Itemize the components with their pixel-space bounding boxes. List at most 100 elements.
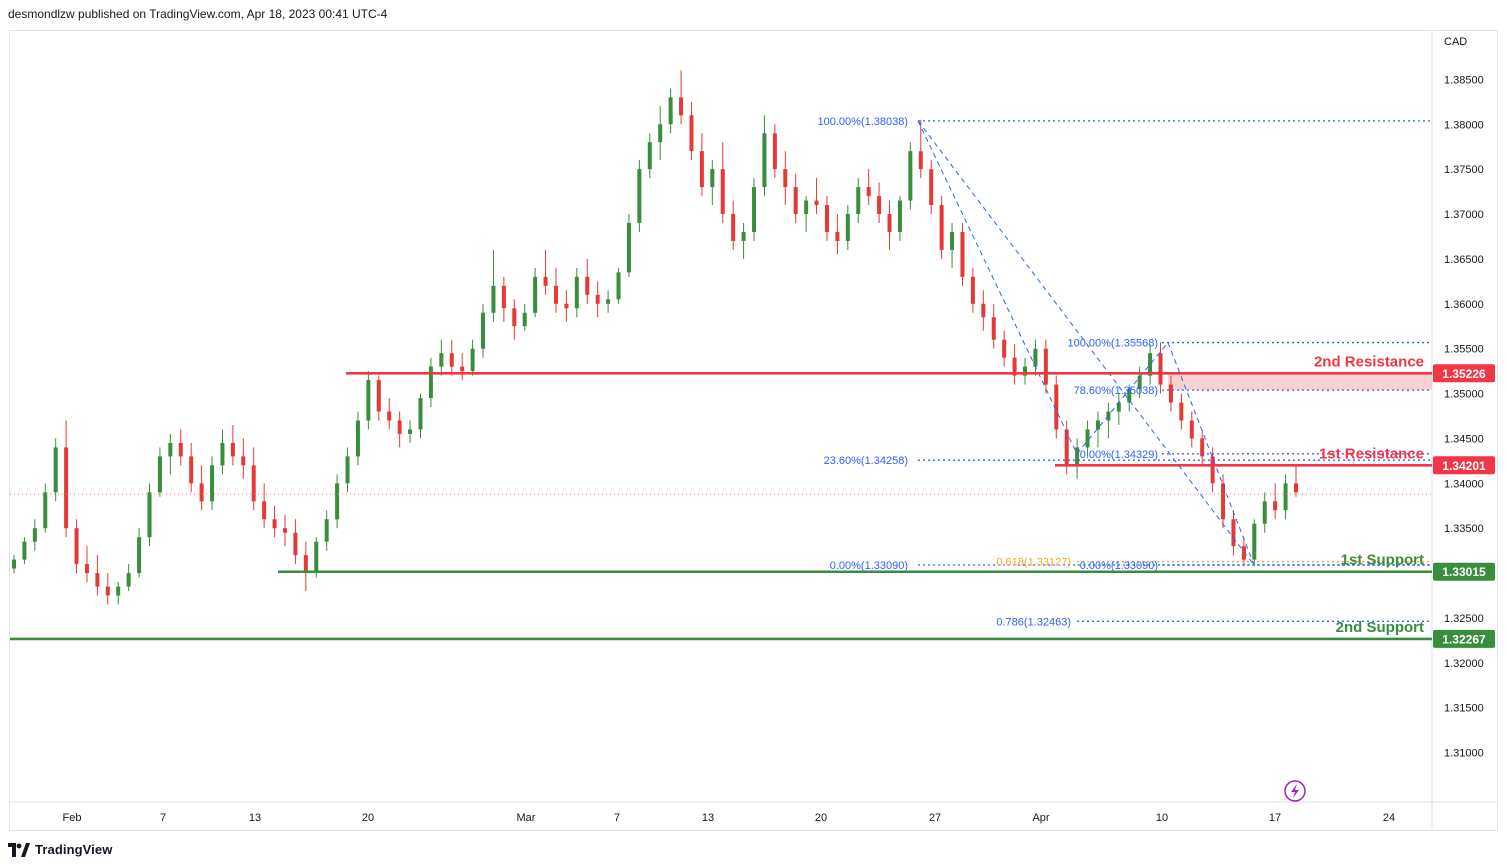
candle bbox=[699, 133, 704, 197]
candle bbox=[1158, 342, 1163, 394]
candle-body bbox=[137, 537, 142, 574]
candle-body bbox=[762, 133, 767, 188]
candle bbox=[1085, 420, 1090, 457]
candle-body bbox=[1221, 483, 1226, 520]
candle bbox=[387, 398, 392, 430]
candle-body bbox=[168, 442, 173, 457]
candle-body bbox=[637, 169, 642, 223]
footer-brand: TradingView bbox=[35, 842, 113, 857]
candle-body bbox=[12, 559, 16, 569]
candle-body bbox=[439, 353, 444, 367]
candle-body bbox=[22, 541, 27, 560]
candle-body bbox=[824, 205, 829, 232]
fib-label: 0.618(1.33127) bbox=[996, 557, 1071, 569]
price-tick-label: 1.35000 bbox=[1444, 389, 1484, 401]
candle-body bbox=[1148, 353, 1153, 376]
candle-body bbox=[1043, 348, 1048, 385]
candle-body bbox=[199, 483, 204, 502]
candle-body bbox=[95, 573, 100, 587]
candle bbox=[355, 411, 360, 466]
candle bbox=[1075, 438, 1080, 479]
candle-body bbox=[335, 483, 340, 520]
candle-body bbox=[1137, 375, 1142, 390]
lightning-icon-ring bbox=[1284, 780, 1306, 802]
price-tick-label: 1.33500 bbox=[1444, 523, 1484, 535]
candle-body bbox=[230, 442, 235, 457]
candle-body bbox=[950, 231, 955, 250]
candle bbox=[720, 142, 725, 223]
candle bbox=[481, 303, 486, 358]
candle-body bbox=[105, 586, 110, 596]
time-tick-label: Feb bbox=[63, 812, 82, 824]
candle-body bbox=[428, 366, 433, 399]
candle bbox=[1127, 384, 1132, 412]
candle-body bbox=[960, 231, 965, 277]
candle bbox=[991, 303, 996, 349]
candle-body bbox=[491, 285, 496, 313]
candle-body bbox=[804, 200, 809, 215]
price-tick-label: 1.31500 bbox=[1444, 703, 1484, 715]
candle bbox=[897, 196, 902, 241]
candle bbox=[918, 119, 923, 179]
candle bbox=[1231, 510, 1236, 556]
level-price-tag bbox=[1433, 456, 1495, 475]
candle-body bbox=[720, 169, 725, 215]
tradingview-logo-icon bbox=[8, 842, 30, 857]
fib-connector-line bbox=[917, 120, 1255, 566]
candle bbox=[1043, 339, 1048, 394]
candle-body bbox=[543, 276, 548, 286]
candle bbox=[512, 299, 517, 340]
candle bbox=[553, 267, 558, 313]
level-price-tag-text: 1.33015 bbox=[1442, 565, 1486, 579]
lightning-icon[interactable] bbox=[1284, 780, 1306, 802]
resistance-zone bbox=[1168, 373, 1432, 391]
candle-body bbox=[929, 169, 934, 206]
candle bbox=[1210, 447, 1215, 493]
candle bbox=[595, 281, 600, 318]
candlesticks bbox=[12, 70, 1298, 605]
candle-body bbox=[814, 200, 819, 206]
candle-body bbox=[793, 187, 798, 215]
currency-label: CAD bbox=[1444, 36, 1467, 48]
candle-body bbox=[970, 276, 975, 304]
candle bbox=[272, 505, 277, 538]
candle-body bbox=[501, 285, 506, 309]
candle bbox=[835, 214, 840, 255]
grid bbox=[9, 30, 1498, 831]
candle-body bbox=[84, 564, 89, 574]
candle bbox=[53, 438, 58, 502]
candle-body bbox=[408, 429, 413, 434]
candle-body bbox=[595, 294, 600, 304]
candle-body bbox=[53, 447, 58, 493]
candle-body bbox=[1075, 447, 1080, 466]
candle bbox=[251, 447, 256, 511]
candle-body bbox=[178, 442, 183, 457]
level-price-tag bbox=[1433, 364, 1495, 383]
candle-body bbox=[1241, 546, 1246, 560]
candle-body bbox=[752, 187, 757, 232]
candle bbox=[564, 290, 569, 322]
candle-body bbox=[282, 528, 287, 533]
candle-body bbox=[251, 465, 256, 502]
candle bbox=[491, 249, 496, 322]
chart-frame[interactable] bbox=[9, 30, 1498, 831]
candle-body bbox=[616, 272, 621, 300]
candle bbox=[335, 474, 340, 529]
candle bbox=[1116, 393, 1121, 425]
candle bbox=[616, 267, 621, 304]
candle bbox=[147, 483, 152, 547]
time-tick-label: 7 bbox=[614, 812, 620, 824]
candle-body bbox=[272, 519, 277, 529]
candle-body bbox=[897, 200, 902, 232]
candle bbox=[772, 124, 777, 179]
candle-body bbox=[585, 276, 590, 295]
candle bbox=[1241, 537, 1246, 566]
candle-body bbox=[189, 456, 194, 484]
candle bbox=[418, 393, 423, 439]
candle bbox=[1106, 402, 1111, 439]
candle bbox=[1262, 492, 1267, 533]
candle-body bbox=[699, 151, 704, 188]
candle bbox=[866, 169, 871, 206]
candle-body bbox=[856, 187, 861, 215]
